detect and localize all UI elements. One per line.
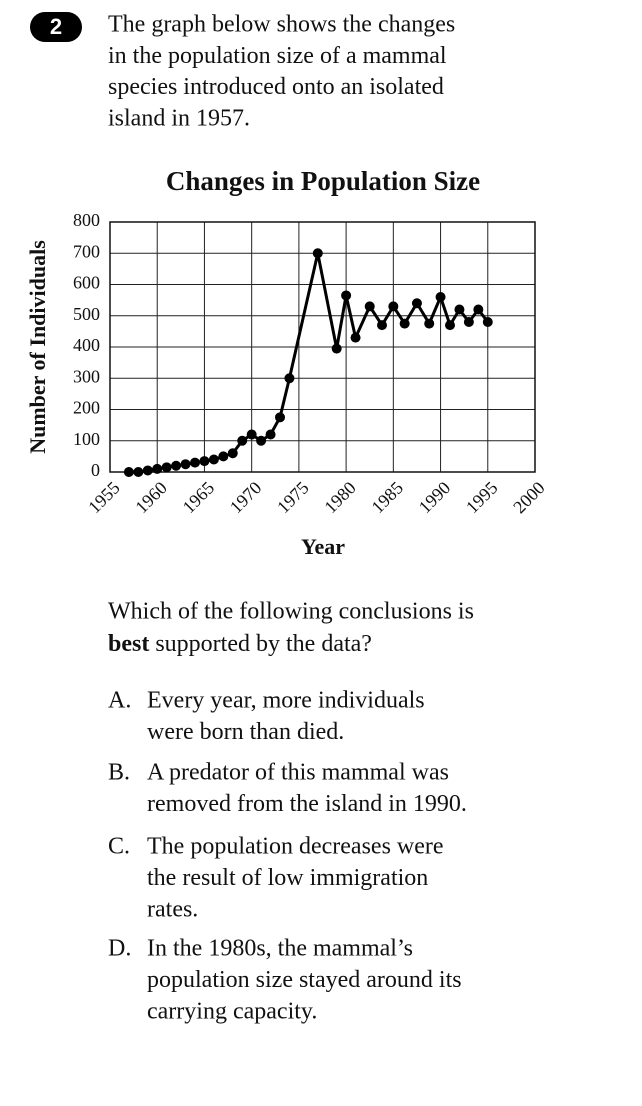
x-tick-label: 1965 bbox=[179, 478, 219, 518]
option-text: population size stayed around its bbox=[147, 967, 462, 993]
x-tick-label: 1995 bbox=[462, 478, 502, 518]
data-point bbox=[152, 463, 163, 474]
y-tick-label: 200 bbox=[73, 398, 100, 418]
question-number: 2 bbox=[50, 14, 62, 39]
question-text: Which of the following conclusions is bbox=[108, 599, 474, 625]
data-point bbox=[364, 301, 375, 312]
option-text: The population decreases were bbox=[147, 834, 444, 860]
data-point bbox=[284, 373, 295, 384]
data-point bbox=[312, 248, 323, 259]
data-point bbox=[482, 317, 493, 327]
data-point bbox=[411, 298, 422, 309]
data-point bbox=[180, 459, 191, 470]
data-point bbox=[377, 320, 387, 331]
data-point bbox=[142, 465, 153, 476]
option-text: the result of low immigration bbox=[147, 865, 428, 891]
x-tick-label: 1970 bbox=[226, 478, 266, 518]
prompt-line: species introduced onto an isolated bbox=[108, 74, 444, 100]
option-text: carrying capacity. bbox=[147, 999, 317, 1025]
data-point bbox=[350, 332, 361, 343]
x-tick-label: 1985 bbox=[367, 478, 407, 518]
option-letter: B. bbox=[108, 760, 130, 786]
data-point bbox=[445, 320, 455, 331]
x-tick-label: 1980 bbox=[320, 478, 360, 518]
y-tick-label: 300 bbox=[73, 366, 100, 386]
y-tick-label: 400 bbox=[73, 335, 100, 355]
number-badge bbox=[30, 12, 82, 42]
prompt-line: island in 1957. bbox=[108, 105, 250, 131]
option-text: removed from the island in 1990. bbox=[147, 791, 467, 817]
chart-title: Changes in Population Size bbox=[166, 166, 480, 196]
option-letter: A. bbox=[108, 688, 131, 714]
data-point bbox=[473, 304, 484, 315]
data-point bbox=[424, 318, 435, 329]
data-point bbox=[190, 457, 200, 468]
y-tick-label: 600 bbox=[73, 273, 100, 293]
option-text: A predator of this mammal was bbox=[147, 760, 449, 786]
data-point bbox=[388, 301, 399, 312]
data-point bbox=[454, 304, 465, 315]
x-tick-label: 1990 bbox=[415, 478, 455, 518]
data-point bbox=[208, 454, 219, 465]
data-point bbox=[435, 292, 446, 302]
plot-frame bbox=[109, 221, 536, 473]
x-axis-label: Year bbox=[301, 534, 345, 559]
data-point bbox=[171, 460, 182, 471]
prompt-line: in the population size of a mammal bbox=[108, 43, 447, 69]
data-point bbox=[463, 317, 474, 327]
data-point bbox=[341, 290, 352, 301]
bold-word: best bbox=[108, 631, 149, 657]
data-point bbox=[199, 456, 210, 467]
data-point bbox=[275, 412, 285, 423]
prompt-line: The graph below shows the changes bbox=[108, 12, 455, 38]
x-tick-label: 1975 bbox=[273, 478, 313, 518]
x-tick-label: 1960 bbox=[131, 478, 171, 518]
y-tick-label: 100 bbox=[73, 429, 100, 449]
x-tick-label: 1955 bbox=[84, 478, 124, 518]
option-text: In the 1980s, the mammal’s bbox=[147, 936, 413, 962]
data-point bbox=[123, 467, 134, 477]
data-point bbox=[133, 467, 144, 477]
data-point bbox=[256, 435, 267, 446]
y-tick-label: 700 bbox=[73, 241, 100, 261]
data-point bbox=[161, 462, 172, 473]
y-axis-label: Number of Individuals bbox=[25, 240, 50, 454]
option-text: Every year, more individuals bbox=[147, 688, 425, 714]
option-letter: C. bbox=[108, 834, 130, 860]
data-point bbox=[237, 435, 248, 446]
x-tick-label: 2000 bbox=[509, 478, 549, 518]
data-point bbox=[265, 429, 276, 440]
question-text: best supported by the data? bbox=[108, 631, 372, 657]
y-tick-label: 500 bbox=[73, 304, 100, 324]
data-line bbox=[128, 252, 489, 474]
data-point bbox=[399, 318, 410, 329]
y-tick-label: 0 bbox=[91, 460, 100, 480]
option-text: rates. bbox=[147, 897, 198, 923]
option-letter: D. bbox=[108, 936, 131, 962]
question-rest: supported by the data? bbox=[149, 631, 372, 657]
data-point bbox=[227, 448, 238, 459]
data-point bbox=[331, 343, 342, 354]
option-text: were born than died. bbox=[147, 719, 344, 745]
y-tick-label: 800 bbox=[73, 210, 100, 230]
data-point bbox=[246, 429, 257, 440]
data-point bbox=[218, 451, 229, 462]
